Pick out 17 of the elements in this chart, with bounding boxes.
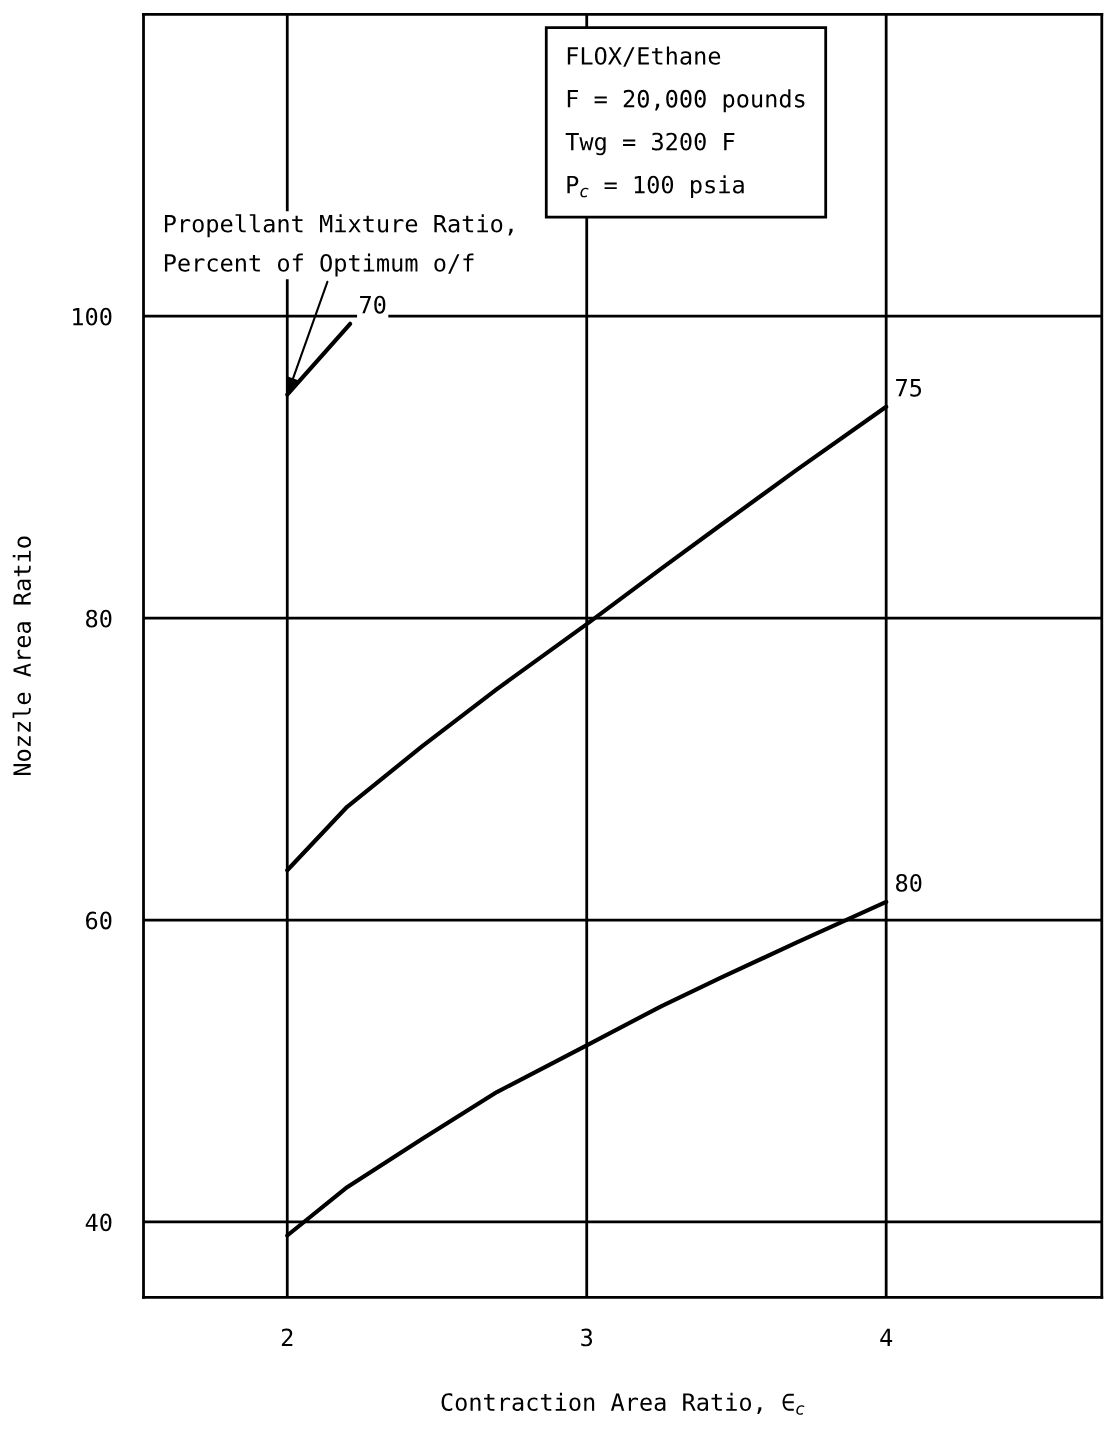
annotation: Propellant Mixture Ratio, Percent of Optimum o/f	[164, 214, 513, 277]
annotation: 70	[360, 295, 386, 314]
annotation: 75	[896, 379, 922, 397]
y-tick-label: 60	[86, 911, 112, 930]
y-tick-label: 40	[85, 1213, 112, 1232]
x-axis-title: Contraction Area Ratio, ∈$_{c}$	[441, 1392, 805, 1415]
annotation: 80	[896, 873, 922, 892]
y-tick-label: 80	[86, 609, 112, 628]
x-tick-label: 2	[281, 1328, 293, 1347]
annotation: P$_{c}$ = 100 psia	[567, 175, 744, 199]
x-tick-label: 4	[880, 1328, 893, 1347]
annotation: Twg = 3200 F	[565, 132, 735, 156]
annotation: F = 20,000 pounds	[567, 89, 805, 113]
annotation: FLOX/Ethane	[567, 46, 721, 67]
y-axis-title: Nozzle Area Ratio	[12, 536, 32, 776]
y-tick-label: 100	[73, 307, 112, 326]
x-tick-label: 3	[581, 1328, 593, 1347]
